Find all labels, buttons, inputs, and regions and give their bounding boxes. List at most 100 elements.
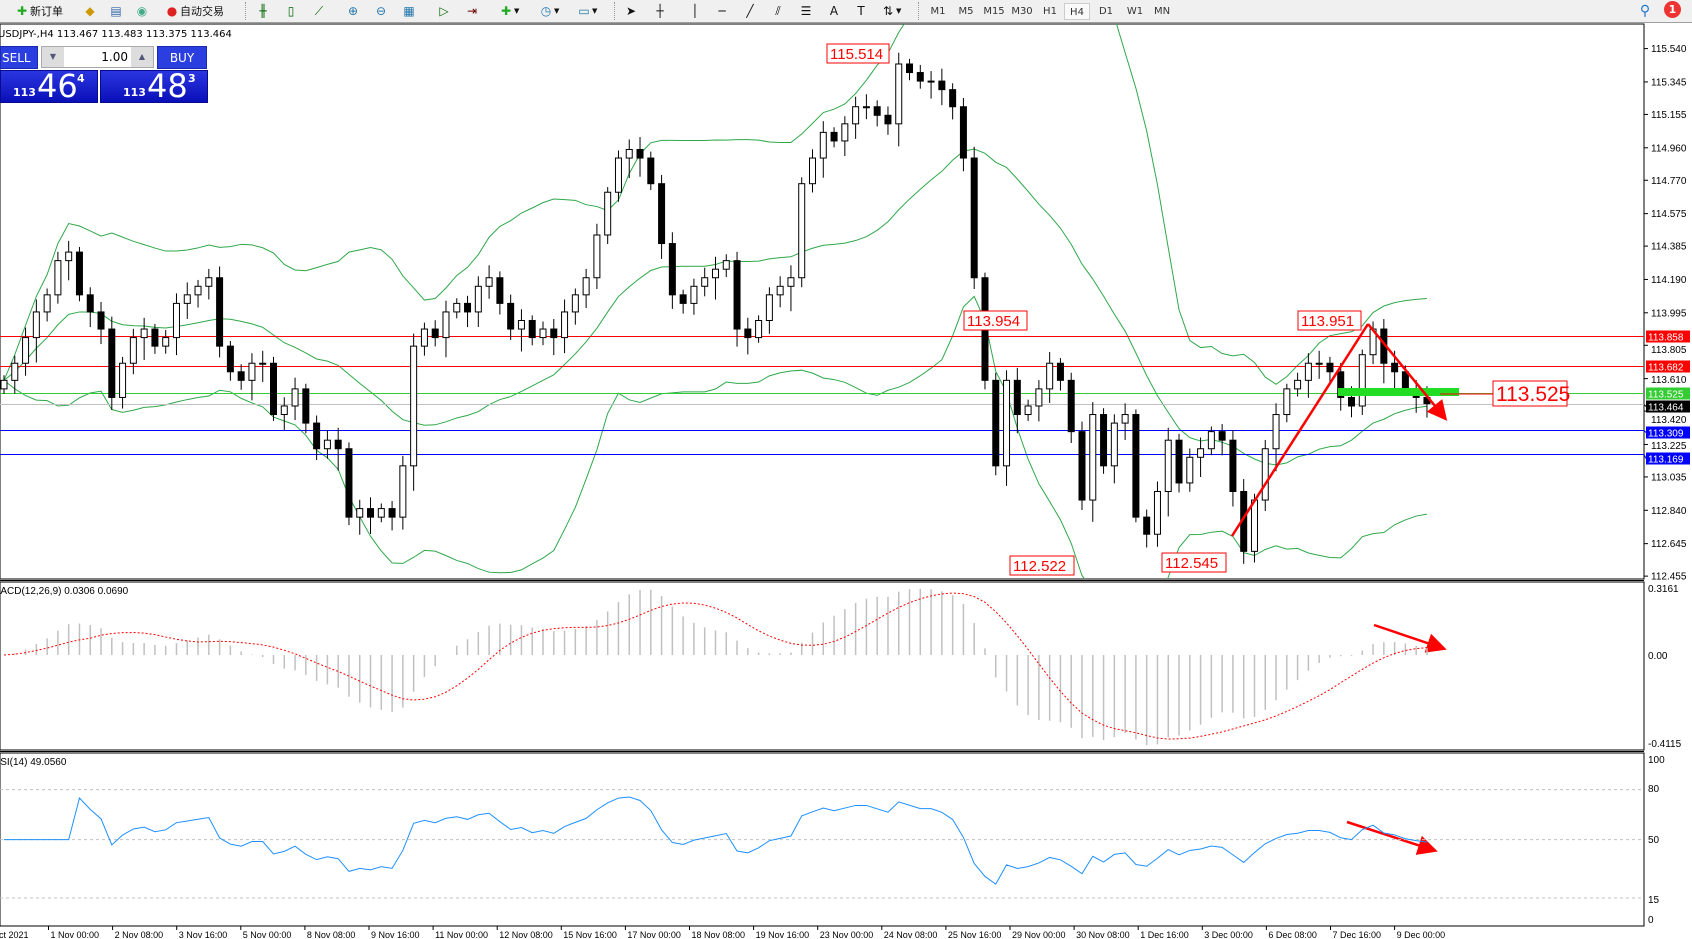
price-line-label: 113.464: [1648, 403, 1684, 414]
candle: [765, 287, 773, 334]
candle-body: [485, 277, 493, 287]
candle-body: [323, 439, 331, 450]
auto-scroll-button[interactable]: ▷: [436, 2, 452, 20]
candle: [798, 177, 806, 288]
lot-stepper[interactable]: ▼ ▲: [41, 46, 154, 68]
candle: [690, 278, 698, 315]
signals-button[interactable]: ◉: [134, 2, 150, 20]
time-axis-label: 29 Nov 00:00: [1012, 930, 1066, 939]
candle-body: [884, 114, 892, 125]
candle-body: [1186, 456, 1194, 484]
rsi-window-frame: [0, 752, 1645, 927]
timeframe-m1[interactable]: M1: [930, 6, 946, 17]
candle: [54, 251, 62, 304]
lot-decrease-button[interactable]: ▼: [42, 47, 64, 67]
chart-shift-button[interactable]: ⇥: [464, 2, 480, 20]
sell-price-prefix: 113: [13, 86, 36, 99]
candle-body: [1132, 414, 1140, 518]
candle-body: [658, 183, 666, 245]
dropdown-icon: ▼: [554, 7, 560, 15]
candle: [539, 321, 547, 346]
candle: [830, 127, 838, 148]
timeframe-m15[interactable]: M15: [983, 6, 1005, 17]
timeframe-m5[interactable]: M5: [958, 6, 974, 17]
horizontal-line-button[interactable]: ─: [714, 2, 730, 20]
lot-input[interactable]: [64, 47, 131, 67]
candle-body: [992, 379, 1000, 467]
candle-body: [183, 294, 191, 304]
time-axis-label: 2 Nov 08:00: [115, 930, 164, 939]
time-axis-label: 9 Nov 16:00: [371, 930, 420, 939]
bar-chart-button[interactable]: ╫: [255, 2, 271, 20]
trendline-button[interactable]: ╱: [742, 2, 758, 20]
tile-windows-button[interactable]: ▦: [401, 2, 417, 20]
line-chart-button[interactable]: ⟋: [311, 2, 327, 20]
candle-body: [1272, 414, 1280, 450]
buy-price[interactable]: 113 48 3: [100, 67, 208, 105]
candle: [22, 327, 30, 376]
time-axis-label: 19 Nov 16:00: [756, 930, 810, 939]
price-axis-label: 114.190: [1651, 275, 1687, 286]
rsi-axis-label: 0: [1648, 915, 1654, 926]
auto-trading-button[interactable]: ● 自动交易: [164, 2, 224, 20]
zoom-out-button[interactable]: ⊖: [373, 2, 389, 20]
candle-body: [582, 277, 590, 296]
timeframe-d1[interactable]: D1: [1098, 6, 1114, 17]
text-label-button[interactable]: T: [853, 2, 869, 20]
timeframe-h4[interactable]: H4: [1064, 3, 1090, 20]
navigator-button[interactable]: ▤: [108, 2, 124, 20]
candle-body: [1250, 499, 1258, 552]
candle-body: [377, 508, 385, 518]
fibonacci-button[interactable]: ☰: [798, 2, 814, 20]
sell-button[interactable]: SELL: [0, 46, 38, 69]
text-button[interactable]: A: [826, 2, 842, 20]
dropdown-icon: ▼: [592, 7, 598, 15]
indicators-button[interactable]: ✚ ▼: [498, 2, 519, 20]
timeframe-mn[interactable]: MN: [1153, 6, 1171, 17]
templates-button[interactable]: ▭ ▼: [576, 2, 597, 20]
time-axis-label: Oct 2021: [0, 930, 29, 939]
vertical-line-button[interactable]: │: [687, 2, 703, 20]
search-button[interactable]: ⚲: [1637, 2, 1653, 20]
timeframe-m30[interactable]: M30: [1011, 6, 1033, 17]
template-icon: ▭: [578, 4, 590, 18]
lot-increase-button[interactable]: ▲: [131, 47, 153, 67]
support-zone: [1338, 388, 1459, 396]
time-axis-label: 8 Nov 08:00: [307, 930, 356, 939]
candle: [1261, 439, 1269, 512]
candle: [172, 293, 180, 356]
time-axis-label: 12 Nov 08:00: [499, 930, 553, 939]
price-axis-label: 113.995: [1651, 308, 1687, 319]
arrows-button[interactable]: ⇅ ▼: [880, 2, 901, 20]
sell-price[interactable]: 113 46 4: [0, 67, 98, 105]
candle: [183, 282, 191, 319]
grid-icon: ▦: [403, 4, 415, 18]
candle-body: [1013, 379, 1021, 416]
periods-button[interactable]: ◷ ▼: [538, 2, 560, 20]
price-label-box: [1646, 330, 1690, 343]
crosshair-button[interactable]: ┼: [652, 2, 668, 20]
candle: [636, 137, 644, 177]
candle-body: [701, 277, 709, 287]
buy-button[interactable]: BUY: [157, 46, 207, 69]
market-watch-button[interactable]: ◆: [82, 2, 98, 20]
timeframe-h1[interactable]: H1: [1043, 6, 1057, 17]
new-order-button[interactable]: ✚ 新订单: [14, 2, 63, 20]
candle-body: [938, 80, 946, 91]
time-axis-label: 6 Dec 08:00: [1268, 930, 1317, 939]
price-axis-label: 113.420: [1651, 415, 1687, 426]
notifications-button[interactable]: 1: [1664, 0, 1681, 18]
trendline-icon: ╱: [746, 4, 754, 18]
candle: [884, 106, 892, 135]
candle: [1197, 437, 1205, 477]
equidistant-channel-button[interactable]: ⫽: [770, 2, 786, 20]
candlestick-button[interactable]: ▯: [283, 2, 299, 20]
timeframe-w1[interactable]: W1: [1126, 6, 1144, 17]
candle-body: [334, 439, 342, 450]
price-axis-label: 112.840: [1651, 506, 1687, 517]
cursor-button[interactable]: ➤: [623, 2, 639, 20]
candle-body: [151, 328, 159, 347]
zoom-in-button[interactable]: ⊕: [345, 2, 361, 20]
price-annotation-box: [1297, 310, 1362, 331]
